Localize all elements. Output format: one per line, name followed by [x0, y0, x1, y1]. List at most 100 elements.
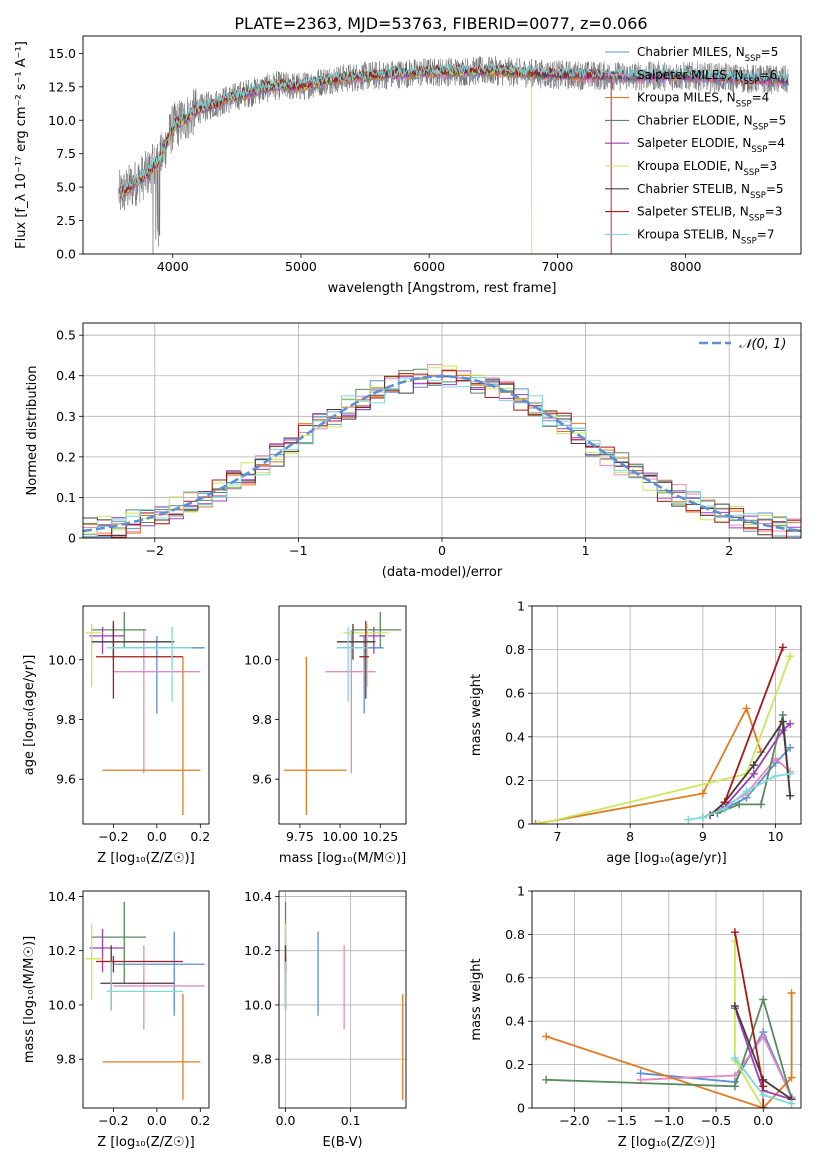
data-point-marker: [730, 936, 739, 945]
y-tick-label: 0.2: [505, 1057, 525, 1072]
x-tick-label: 7000: [541, 259, 573, 274]
y-tick-label: 1: [517, 599, 525, 614]
y-tick-label: 0.4: [56, 368, 76, 383]
x-axis-label: mass [log₁₀(M/M☉)]: [279, 851, 406, 866]
y-tick-label: 15.0: [48, 46, 76, 61]
data-point-marker: [749, 769, 758, 778]
data-point-marker: [730, 928, 739, 937]
y-tick-label: 12.5: [48, 79, 76, 94]
model-spectrum-salpeter-stelib: [118, 63, 612, 254]
residual-histogram-panel: −2 −1 0 1 2 0 0.1 0.2 0.3 0.4 0.5 (data-model)/erro…: [25, 322, 802, 580]
data-point-marker: [786, 652, 795, 661]
x-tick-label: 1: [582, 543, 590, 558]
plot-area: [532, 643, 795, 824]
data-point-marker: [698, 789, 707, 798]
y-tick-label: 2.5: [56, 213, 76, 228]
y-tick-label: 10.0: [244, 997, 272, 1012]
y-tick-label: 9.6: [252, 772, 272, 787]
x-tick-label: −2: [146, 543, 164, 558]
x-tick-label: −0.2: [98, 1113, 128, 1128]
model-spectrum-kroupa-stelib: [118, 62, 789, 196]
data-point-marker: [684, 815, 693, 824]
x-tick-label: −1.5: [606, 1113, 636, 1128]
data-point-marker: [759, 1082, 768, 1091]
x-tick-label: 0.0: [276, 1113, 296, 1128]
y-tick-label: 0.1: [56, 490, 76, 505]
mass-weight-vs-metallicity-panel: −2.0 −1.5 −1.0 −0.5 0.0 0 0.2 0.4 0.6 0.8 1 Z [log₁…: [469, 884, 802, 1150]
plot-frame: [278, 605, 407, 825]
x-tick-label: 4000: [157, 259, 189, 274]
mass-weight-vs-age-panel: 7 8 9 10 0 0.2 0.4 0.6 0.8 1 age [log₁₀(age/yr)] ma…: [469, 599, 802, 866]
y-axis-label: mass weight: [469, 674, 484, 756]
y-axis-label: Flux [f_λ 10⁻¹⁷ erg cm⁻² s⁻¹ A⁻¹]: [14, 41, 29, 249]
data-point-marker: [542, 1032, 551, 1041]
plot-area: [118, 56, 789, 254]
plot-area: [542, 928, 796, 1108]
data-point-marker: [771, 772, 780, 781]
normal-distribution-curve: [83, 374, 801, 533]
data-point-marker: [778, 717, 787, 726]
x-axis-label: age [log₁₀(age/yr)]: [606, 851, 727, 866]
x-axis-label: Z [log₁₀(Z/Z☉)]: [618, 1135, 715, 1150]
x-tick-label: −0.2: [98, 829, 128, 844]
y-tick-label: 0: [517, 817, 525, 832]
y-axis-label: Normed distribution: [25, 366, 40, 496]
histogram-kroupa-stelib: [83, 377, 801, 538]
y-tick-label: 0.4: [505, 729, 525, 744]
y-tick-label: 0: [517, 1101, 525, 1116]
plot-frame: [82, 35, 802, 255]
legend-label: 𝒩(0, 1): [739, 337, 786, 352]
y-tick-label: 7.5: [56, 146, 76, 161]
y-tick-label: 0.0: [56, 247, 76, 262]
data-point-marker: [786, 791, 795, 800]
x-tick-label: 7: [553, 829, 561, 844]
y-tick-label: 10.0: [48, 997, 76, 1012]
y-tick-label: 10.2: [244, 943, 272, 958]
x-tick-label: −0.5: [701, 1113, 731, 1128]
x-axis-label: Z [log₁₀(Z/Z☉)]: [97, 851, 194, 866]
data-point-marker: [787, 1073, 796, 1082]
x-axis-label: Z [log₁₀(Z/Z☉)]: [97, 1135, 194, 1150]
y-axis-label: mass weight: [469, 958, 484, 1040]
y-tick-label: 0.6: [505, 686, 525, 701]
x-axis-label: wavelength [Angstrom, rest frame]: [328, 281, 557, 296]
age-vs-metallicity-panel: −0.2 0.0 0.2 9.6 9.8 10.0 Z [log₁₀(Z/Z☉)] age […: [22, 605, 210, 866]
mass-weight-line: [535, 706, 762, 824]
plot-area: [83, 364, 801, 538]
data-point-marker: [730, 1002, 739, 1011]
mass-vs-reddening-panel: 0.0 0.1 9.8 10.0 10.2 10.4 E(B-V): [244, 889, 407, 1150]
y-tick-label: 1: [517, 884, 525, 899]
x-tick-label: 0.2: [190, 829, 210, 844]
mass-vs-metallicity-panel: −0.2 0.0 0.2 9.8 10.0 10.2 10.4 Z [log₁₀(Z/Z☉)]…: [22, 889, 210, 1150]
y-tick-label: 9.8: [56, 712, 76, 727]
data-point-marker: [759, 1032, 768, 1041]
y-tick-label: 0: [68, 531, 76, 546]
y-tick-label: 0.2: [56, 449, 76, 464]
data-point-marker: [735, 800, 744, 809]
plot-area: [85, 611, 205, 816]
x-tick-label: −2.0: [559, 1113, 589, 1128]
mass-weight-line: [724, 723, 791, 808]
plot-frame: [531, 890, 802, 1109]
data-point-marker: [742, 787, 751, 796]
x-tick-label: 6000: [413, 259, 445, 274]
mass-weight-line: [545, 993, 793, 1108]
data-point-marker: [759, 1104, 768, 1108]
y-tick-label: 9.8: [56, 1052, 76, 1067]
data-point-marker: [787, 988, 796, 997]
y-tick-label: 9.8: [252, 1052, 272, 1067]
x-tick-label: 10: [768, 829, 784, 844]
mass-weight-line: [723, 647, 784, 803]
x-tick-label: 10.25: [362, 829, 398, 844]
y-axis-label: mass [log₁₀(M/M☉)]: [22, 936, 37, 1063]
y-tick-label: 9.8: [252, 712, 272, 727]
x-tick-label: 0.0: [147, 1113, 167, 1128]
figure-title: PLATE=2363, MJD=53763, FIBERID=0077, z=0…: [234, 14, 647, 33]
data-point-marker: [778, 643, 787, 652]
y-tick-label: 0.6: [505, 970, 525, 985]
age-vs-mass-panel: 9.75 10.00 10.25 9.6 9.8 10.0 mass [log₁₀(M/M☉…: [244, 605, 407, 866]
data-point-marker: [730, 1082, 739, 1091]
data-point-marker: [535, 820, 544, 824]
y-tick-label: 0.8: [505, 642, 525, 657]
